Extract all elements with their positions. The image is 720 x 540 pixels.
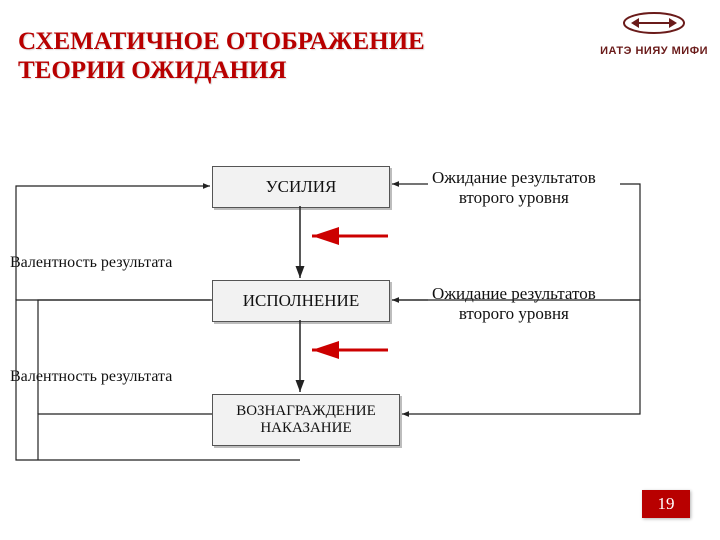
box-perform-label: ИСПОЛНЕНИЕ — [243, 291, 359, 311]
logo-glyph-icon — [615, 6, 693, 40]
title-line1: СХЕМАТИЧНОЕ ОТОБРАЖЕНИЕ — [18, 28, 425, 55]
box-effort-label: УСИЛИЯ — [266, 177, 337, 197]
box-reward-label: ВОЗНАГРАЖДЕНИЕ НАКАЗАНИЕ — [236, 403, 376, 438]
box-reward: ВОЗНАГРАЖДЕНИЕ НАКАЗАНИЕ — [212, 394, 400, 446]
page-title: СХЕМАТИЧНОЕ ОТОБРАЖЕНИЕ ТЕОРИИ ОЖИДАНИЯ — [18, 28, 425, 86]
label-valence-1: Валентность результата — [10, 254, 172, 272]
box-perform: ИСПОЛНЕНИЕ — [212, 280, 390, 322]
label-expect-1: Ожидание результатов второго уровня — [432, 168, 596, 208]
label-expect-2: Ожидание результатов второго уровня — [432, 284, 596, 324]
label-valence-2: Валентность результата — [10, 368, 172, 386]
box-effort: УСИЛИЯ — [212, 166, 390, 208]
title-line2: ТЕОРИИ ОЖИДАНИЯ — [18, 57, 286, 84]
logo-text: ИАТЭ НИЯУ МИФИ — [600, 45, 708, 57]
org-logo: ИАТЭ НИЯУ МИФИ — [600, 6, 708, 57]
page-number: 19 — [642, 490, 690, 518]
